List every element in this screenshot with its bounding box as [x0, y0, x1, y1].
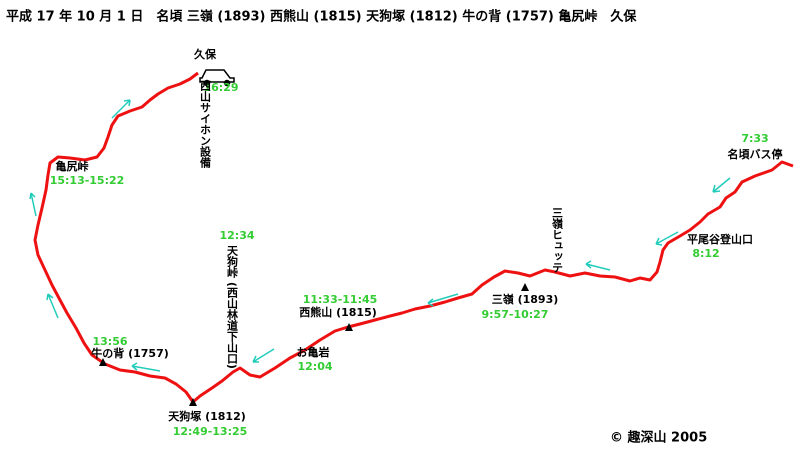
place-time: 12:49-13:25	[173, 425, 248, 438]
title: 平成 17 年 10 月 1 日 名頃 三嶺 (1893) 西熊山 (1815)…	[6, 9, 637, 25]
place-time: 7:33	[741, 132, 768, 145]
place-name: 平尾谷登山口	[687, 232, 753, 246]
place-time: 8:12	[692, 247, 719, 260]
place-time: 15:13-15:22	[50, 174, 125, 187]
route	[33, 71, 794, 404]
place-name: 三嶺 (1893)	[492, 292, 559, 306]
place-time: 11:33-11:45	[303, 293, 378, 306]
place-name: 名頃バス停	[728, 147, 783, 161]
direction-arrows	[29, 99, 731, 372]
place-name: 牛の背 (1757)	[91, 346, 169, 360]
place-name: お亀岩	[297, 345, 330, 359]
place-name: 亀尻峠	[56, 159, 89, 173]
place-name-vertical: 天狗峠 (西山林道下山口)	[226, 245, 239, 369]
car	[199, 69, 235, 87]
place-time: 12:34	[219, 229, 254, 242]
place-time: 16:29	[203, 81, 238, 94]
place-name: 久保	[194, 47, 217, 61]
place-name: 天狗塚 (1812)	[168, 409, 246, 423]
place-name: 西熊山 (1815)	[299, 305, 377, 319]
place-time: 12:04	[297, 360, 332, 373]
place-name-vertical: 三嶺ヒュッテ	[551, 207, 565, 273]
copyright: © 趣深山 2005	[610, 430, 707, 446]
place-time: 9:57-10:27	[482, 308, 549, 321]
peaks	[99, 283, 529, 406]
place-time: 13:56	[92, 335, 127, 348]
place-name-vertical: 西山サイホン設備	[199, 80, 212, 169]
